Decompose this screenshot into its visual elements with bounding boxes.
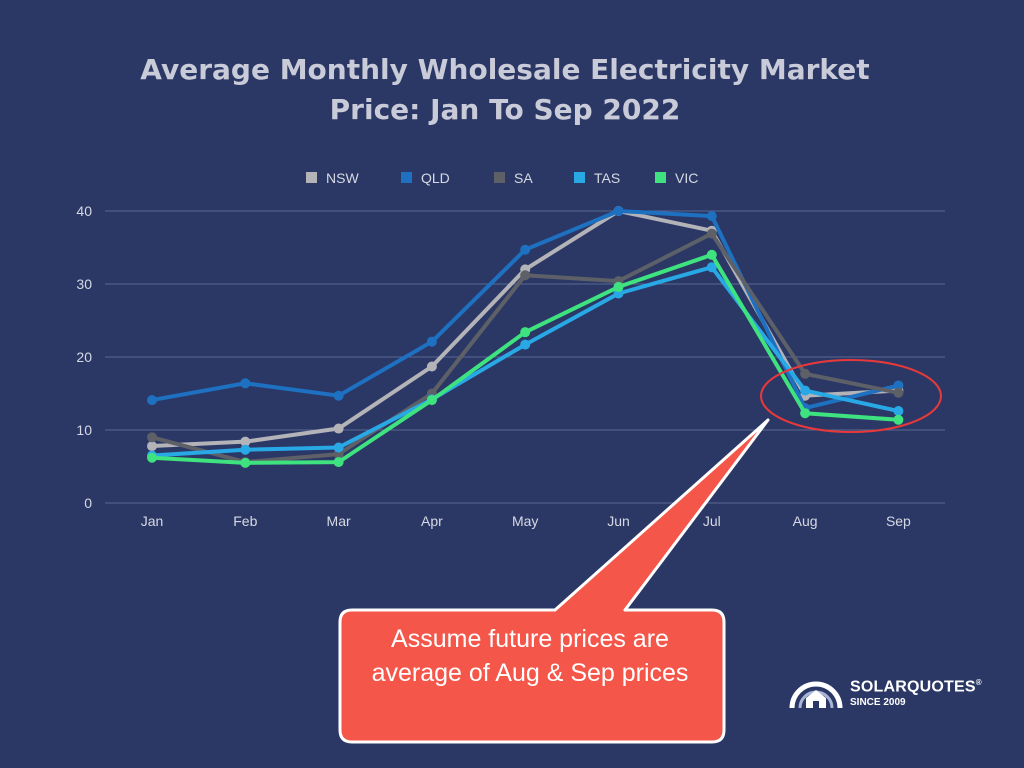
data-point-nsw <box>426 361 437 372</box>
chart-title: Average Monthly Wholesale Electricity Ma… <box>140 53 870 126</box>
x-tick-label: May <box>512 513 538 529</box>
series-vic <box>147 249 904 468</box>
logo-text: SOLARQUOTES® <box>850 678 982 696</box>
x-tick-label: Sep <box>886 513 911 529</box>
data-point-qld <box>893 380 904 391</box>
data-point-vic <box>613 281 624 292</box>
x-tick-label: Aug <box>793 513 818 529</box>
house-sun-icon <box>789 681 843 709</box>
legend-swatch-nsw <box>306 172 317 183</box>
x-axis-ticks: Jan Feb Mar Apr May Jun Jul Aug Sep <box>141 513 911 529</box>
legend-label-vic: VIC <box>675 170 698 186</box>
solarquotes-logo: SOLARQUOTES® SINCE 2009 <box>788 670 982 716</box>
y-tick-label: 10 <box>76 422 92 438</box>
x-tick-label: Mar <box>327 513 351 529</box>
callout-bubble <box>338 418 770 744</box>
data-point-vic <box>426 395 437 406</box>
data-point-qld <box>706 211 717 222</box>
series-qld <box>147 206 904 414</box>
data-point-vic <box>520 327 531 338</box>
x-tick-label: Jun <box>607 513 630 529</box>
x-tick-label: Jan <box>141 513 164 529</box>
highlight-circle <box>760 359 942 433</box>
data-point-vic <box>240 457 251 468</box>
data-point-tas <box>333 442 344 453</box>
legend-label-qld: QLD <box>421 170 450 186</box>
data-point-sa <box>520 270 531 281</box>
series-tas <box>147 262 904 461</box>
data-point-sa <box>706 228 717 239</box>
data-point-vic <box>893 414 904 425</box>
data-point-sa <box>800 368 811 379</box>
data-point-nsw <box>147 441 157 452</box>
legend-swatch-tas <box>574 172 585 183</box>
y-tick-label: 20 <box>76 349 92 365</box>
series-sa <box>147 228 904 468</box>
data-point-vic <box>706 249 717 260</box>
legend-label-nsw: NSW <box>326 170 359 186</box>
data-point-qld <box>240 378 251 389</box>
data-point-sa <box>893 387 904 398</box>
y-tick-label: 40 <box>76 203 92 219</box>
data-point-tas <box>800 385 811 396</box>
data-point-qld <box>333 390 344 401</box>
legend-swatch-vic <box>655 172 666 183</box>
legend-swatch-qld <box>401 172 412 183</box>
y-axis-ticks: 0 10 20 30 40 <box>76 203 92 511</box>
x-tick-label: Jul <box>703 513 721 529</box>
gridlines <box>105 210 945 504</box>
data-point-sa <box>147 432 157 443</box>
data-point-tas <box>706 262 717 273</box>
data-point-vic <box>147 452 157 463</box>
x-tick-label: Feb <box>233 513 257 529</box>
legend-label-sa: SA <box>514 170 533 186</box>
data-point-qld <box>147 395 157 406</box>
data-point-qld <box>613 206 624 216</box>
data-point-nsw <box>333 423 344 434</box>
data-point-tas <box>893 406 904 417</box>
data-point-nsw <box>240 436 251 447</box>
data-point-qld <box>426 336 437 347</box>
legend-swatch-sa <box>494 172 505 183</box>
y-tick-label: 0 <box>84 495 92 511</box>
legend: NSW QLD SA TAS VIC <box>306 170 698 186</box>
data-point-tas <box>520 339 531 350</box>
data-point-tas <box>240 444 251 455</box>
series-lines <box>147 206 904 468</box>
data-point-vic <box>800 408 811 419</box>
legend-label-tas: TAS <box>594 170 620 186</box>
y-tick-label: 30 <box>76 276 92 292</box>
callout-text: Assume future prices are average of Aug … <box>371 625 689 687</box>
data-point-qld <box>520 244 531 255</box>
logo-tagline: SINCE 2009 <box>850 697 906 708</box>
x-tick-label: Apr <box>421 513 443 529</box>
data-point-vic <box>333 457 344 468</box>
